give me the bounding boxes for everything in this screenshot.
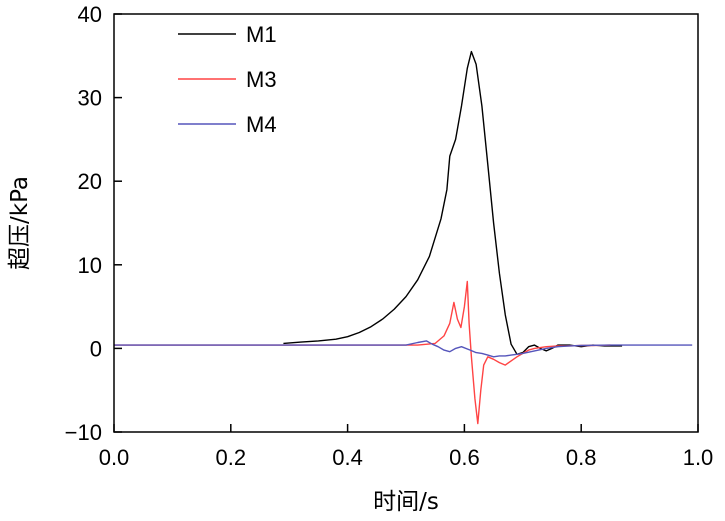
legend-label-m3: M3 (246, 67, 277, 92)
series-line-m3 (114, 280, 611, 425)
x-tick-label: 0.8 (566, 445, 597, 470)
series-line-m4 (114, 340, 693, 358)
y-tick-label: 20 (78, 169, 102, 194)
x-tick-label: 0.6 (449, 445, 480, 470)
legend-label-m4: M4 (246, 112, 277, 137)
y-tick-label: 0 (90, 336, 102, 361)
axis-ticks: 0.0 0.2 0.4 0.6 0.8 1.0 −10 0 10 20 30 40 (65, 2, 714, 470)
y-tick-label: 40 (78, 2, 102, 27)
x-tick-label: 1.0 (683, 445, 714, 470)
legend: M1 M3 M4 (178, 22, 277, 137)
x-axis-title: 时间/s (373, 489, 439, 515)
y-tick-label: 30 (78, 86, 102, 111)
plot-frame (113, 13, 699, 433)
x-tick-label: 0.4 (332, 445, 363, 470)
plot-series (114, 50, 693, 425)
y-tick-label: −10 (65, 420, 102, 445)
x-tick-label: 0.0 (99, 445, 130, 470)
y-axis-title: 超压/kPa (7, 176, 33, 270)
y-tick-label: 10 (78, 253, 102, 278)
legend-label-m1: M1 (246, 22, 277, 47)
x-tick-label: 0.2 (216, 445, 247, 470)
